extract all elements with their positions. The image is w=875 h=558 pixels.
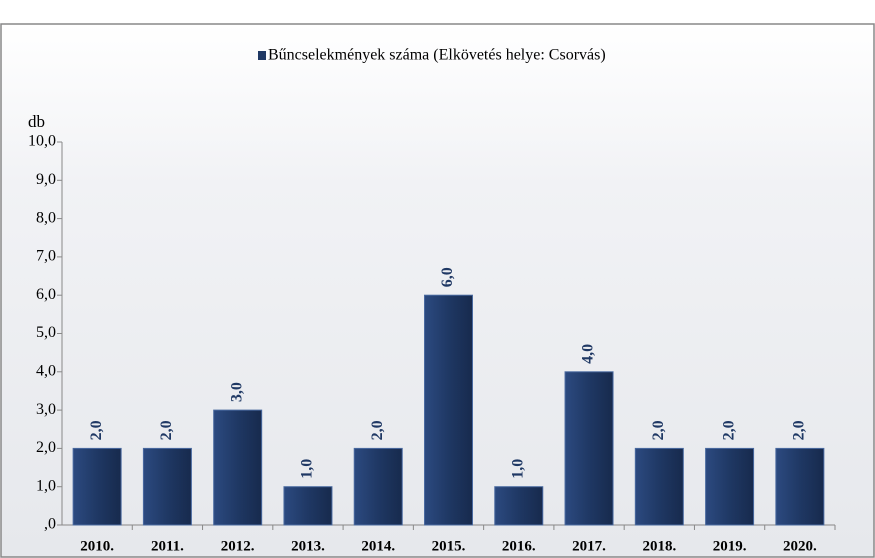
legend-swatch [258, 51, 266, 60]
bar [353, 447, 403, 526]
y-tick-label: 9,0 [36, 171, 56, 188]
value-label: 2,0 [369, 420, 386, 440]
value-label: 2,0 [720, 420, 737, 440]
y-tick-label: 10,0 [28, 133, 56, 150]
y-tick-label: 6,0 [36, 286, 56, 303]
x-tick-label: 2015. [432, 538, 466, 554]
x-tick-label: 2014. [361, 538, 395, 554]
value-label: 2,0 [88, 420, 105, 440]
bar [705, 447, 755, 526]
x-tick-label: 2011. [151, 538, 184, 554]
value-label: 4,0 [580, 344, 597, 364]
value-label: 1,0 [299, 459, 316, 479]
bar [424, 294, 473, 526]
y-tick-label: 7,0 [36, 248, 56, 265]
x-tick-label: 2012. [221, 538, 255, 554]
y-axis-label: db [28, 112, 45, 131]
bar [775, 447, 825, 526]
y-tick-label: 4,0 [36, 362, 56, 379]
value-label: 2,0 [158, 420, 175, 440]
bar [213, 409, 263, 526]
bar [72, 447, 122, 526]
y-tick-label: ,0 [44, 516, 56, 533]
y-tick-label: 8,0 [36, 209, 56, 226]
value-label: 2,0 [650, 420, 667, 440]
value-label: 2,0 [791, 420, 808, 440]
y-tick-label: 2,0 [36, 439, 56, 456]
x-tick-label: 2019. [713, 538, 747, 554]
value-label: 6,0 [439, 267, 456, 287]
y-tick-label: 3,0 [36, 401, 56, 418]
y-tick-label: 1,0 [36, 477, 56, 494]
x-tick-label: 2018. [642, 538, 676, 554]
x-tick-label: 2017. [572, 538, 606, 554]
x-tick-label: 2010. [80, 538, 114, 554]
value-label: 1,0 [509, 459, 526, 479]
bar [634, 447, 684, 526]
bar [494, 486, 544, 526]
legend-label: Bűncselekmények száma (Elkövetés helye: … [268, 47, 606, 64]
y-tick-label: 5,0 [36, 324, 56, 341]
bar [564, 371, 614, 526]
x-tick-label: 2020. [783, 538, 817, 554]
bar [142, 447, 192, 526]
value-label: 3,0 [228, 382, 245, 402]
x-tick-label: 2016. [502, 538, 536, 554]
bar [283, 486, 333, 526]
x-tick-label: 2013. [291, 538, 325, 554]
